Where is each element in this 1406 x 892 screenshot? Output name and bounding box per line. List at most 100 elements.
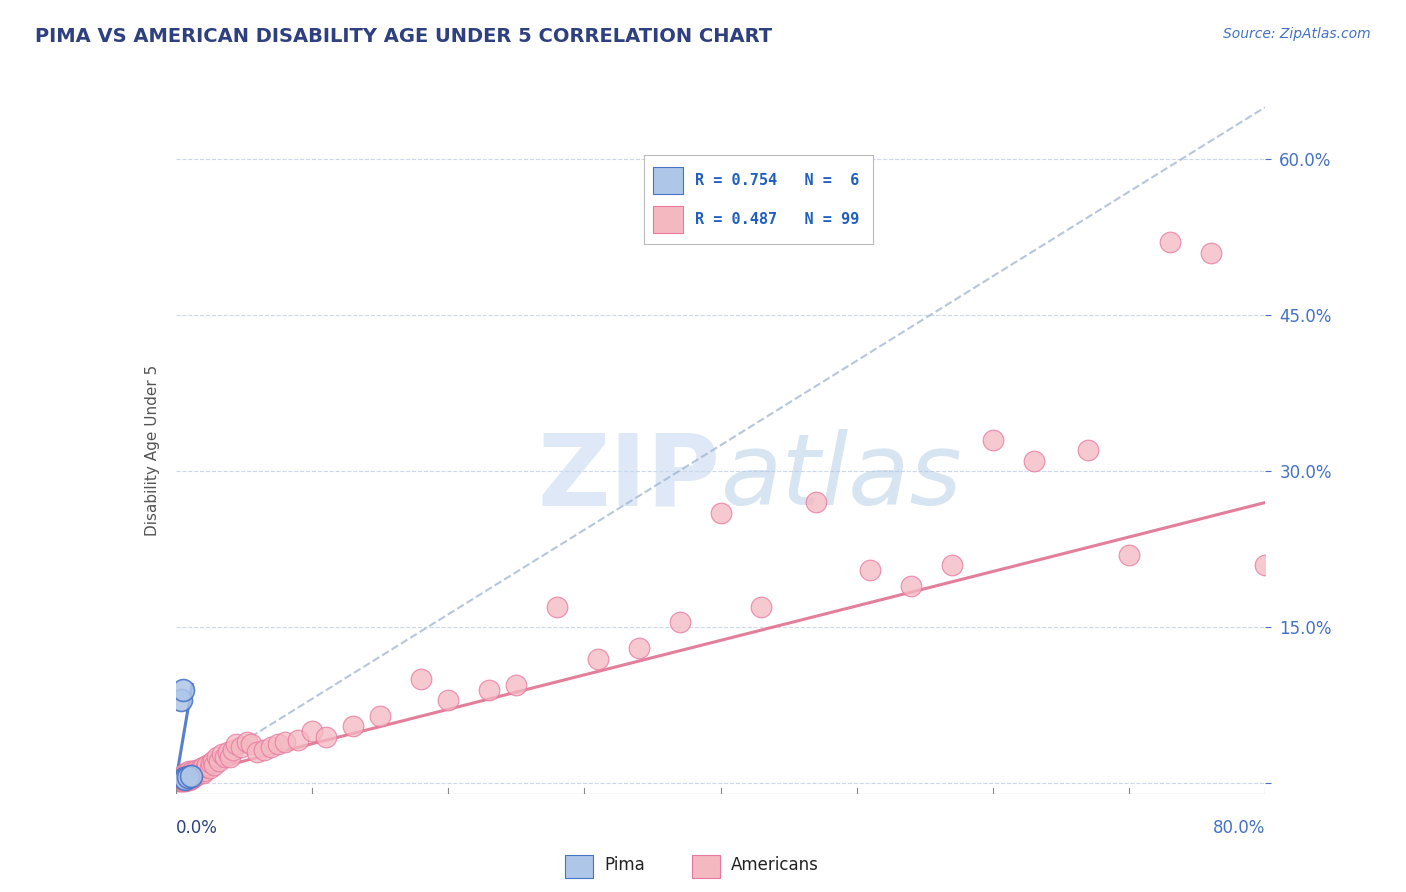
Point xyxy=(194,760,217,774)
Point xyxy=(177,770,200,784)
Text: Americans: Americans xyxy=(731,856,820,874)
Text: ZIP: ZIP xyxy=(537,429,721,526)
Point xyxy=(172,682,194,697)
Point xyxy=(172,773,194,788)
Point xyxy=(804,495,827,509)
Point xyxy=(174,766,197,780)
Point xyxy=(173,769,195,783)
Point xyxy=(179,773,201,788)
Point xyxy=(190,761,212,775)
Text: Source: ZipAtlas.com: Source: ZipAtlas.com xyxy=(1223,27,1371,41)
Point xyxy=(186,763,208,777)
Point xyxy=(1254,558,1277,572)
Point xyxy=(188,762,211,776)
Point xyxy=(1199,245,1222,260)
Point xyxy=(219,750,242,764)
Point xyxy=(174,774,197,789)
Point xyxy=(546,599,568,614)
Point xyxy=(170,774,193,789)
Point xyxy=(900,579,922,593)
Point xyxy=(180,772,202,787)
Point xyxy=(187,764,209,778)
Point xyxy=(167,773,190,788)
Point xyxy=(191,760,214,774)
Point xyxy=(177,772,200,787)
Bar xyxy=(654,206,683,233)
Point xyxy=(174,768,197,782)
Text: R = 0.487   N = 99: R = 0.487 N = 99 xyxy=(695,212,859,227)
Text: 0.0%: 0.0% xyxy=(176,819,218,837)
Point xyxy=(173,771,195,786)
Point xyxy=(183,766,205,780)
Point xyxy=(170,693,193,707)
Point xyxy=(342,719,364,733)
Point xyxy=(201,754,224,768)
Point xyxy=(172,769,194,783)
Point xyxy=(170,771,193,786)
Point xyxy=(217,745,239,759)
Point xyxy=(315,730,337,744)
Point xyxy=(177,767,200,781)
Point xyxy=(181,771,204,786)
Point xyxy=(274,735,297,749)
Point xyxy=(183,770,205,784)
Point xyxy=(176,766,198,780)
Point xyxy=(214,750,236,764)
Point xyxy=(253,743,276,757)
Point xyxy=(478,682,501,697)
Point xyxy=(173,773,195,788)
Point xyxy=(409,673,432,687)
Text: atlas: atlas xyxy=(721,429,962,526)
Point xyxy=(180,769,202,783)
Point xyxy=(169,771,191,786)
Text: Pima: Pima xyxy=(605,856,645,874)
Point xyxy=(941,558,963,572)
Point xyxy=(225,737,247,751)
Point xyxy=(166,774,188,789)
Point xyxy=(184,769,207,783)
Point xyxy=(167,772,190,787)
Point xyxy=(751,599,773,614)
Point xyxy=(169,773,191,788)
Point xyxy=(176,768,198,782)
Point xyxy=(1159,235,1181,250)
Point xyxy=(174,772,197,787)
Point xyxy=(174,772,197,787)
Point xyxy=(627,641,650,656)
Point xyxy=(505,678,527,692)
Point xyxy=(1077,443,1099,458)
Bar xyxy=(565,855,593,878)
Point xyxy=(174,770,197,784)
Point xyxy=(231,740,253,755)
Y-axis label: Disability Age Under 5: Disability Age Under 5 xyxy=(145,365,160,536)
Point xyxy=(191,766,214,780)
Point xyxy=(586,651,609,665)
Text: R = 0.754   N =  6: R = 0.754 N = 6 xyxy=(695,173,859,187)
Point xyxy=(172,774,194,789)
Bar xyxy=(692,855,720,878)
Point xyxy=(239,737,262,751)
Point xyxy=(668,615,690,630)
Point xyxy=(181,768,204,782)
Point xyxy=(202,757,225,772)
Point xyxy=(195,757,218,772)
Point xyxy=(181,764,204,778)
Point xyxy=(205,750,228,764)
Point xyxy=(1022,454,1045,468)
Point xyxy=(184,765,207,780)
Point xyxy=(368,708,391,723)
Point xyxy=(173,771,195,786)
Point xyxy=(170,772,193,787)
Point xyxy=(186,768,208,782)
Point xyxy=(235,735,257,749)
Point xyxy=(193,764,215,778)
Point xyxy=(981,433,1004,447)
Point xyxy=(176,771,198,786)
Point xyxy=(208,754,231,768)
Point xyxy=(180,766,202,780)
Point xyxy=(1118,548,1140,562)
Point xyxy=(176,773,198,788)
Point xyxy=(186,766,209,780)
Point xyxy=(246,745,269,759)
Point xyxy=(437,693,460,707)
